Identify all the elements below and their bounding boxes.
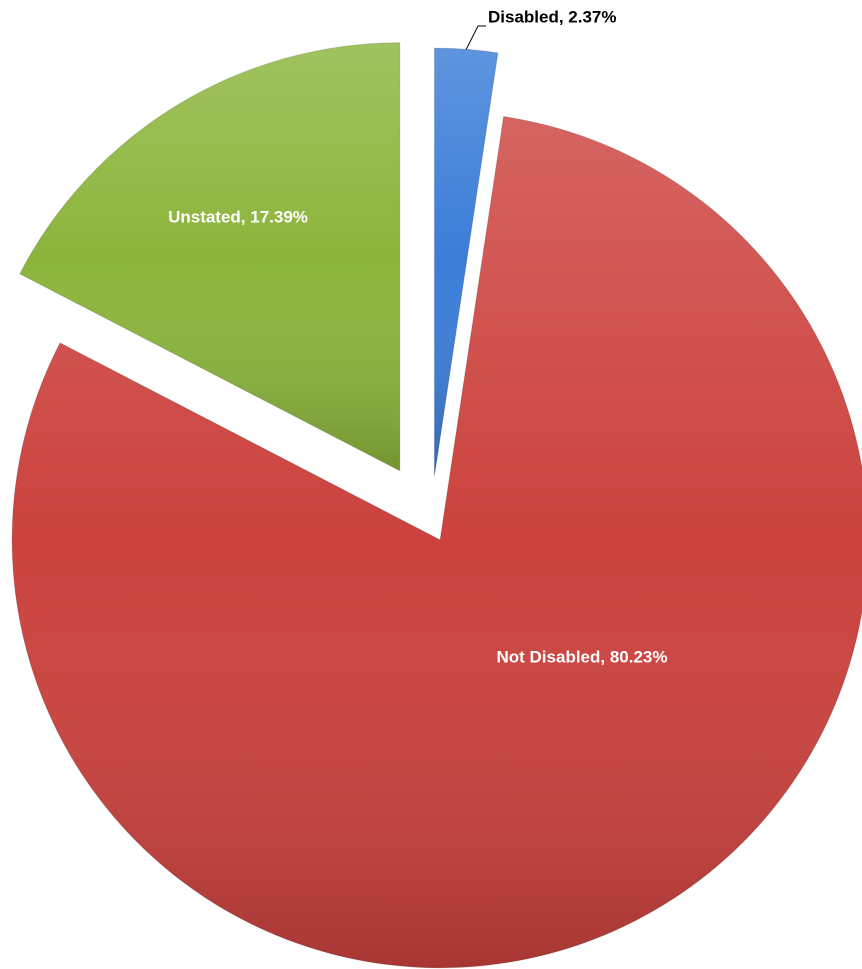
data-label: Unstated, 17.39% [168,207,308,226]
leader-line [465,25,486,50]
data-label: Not Disabled, 80.23% [496,647,667,666]
data-label: Disabled, 2.37% [488,7,617,26]
